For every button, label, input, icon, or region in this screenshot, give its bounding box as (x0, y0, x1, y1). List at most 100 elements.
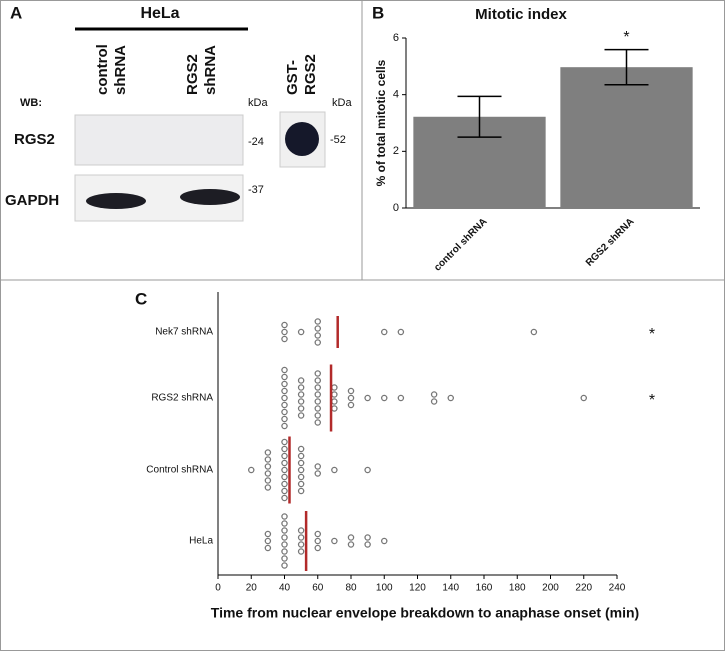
dot (530, 328, 538, 336)
dot (281, 445, 288, 453)
dot (281, 513, 288, 520)
row-label: RGS2 (14, 131, 55, 148)
dot (281, 415, 288, 423)
dot (347, 394, 355, 402)
dot (297, 466, 305, 474)
dot (364, 394, 371, 402)
lane-label: RGS2 (302, 54, 319, 95)
dot (331, 391, 338, 398)
dot (264, 456, 272, 463)
dot (264, 484, 272, 491)
x-tick-label: 220 (575, 583, 592, 594)
dot (397, 328, 405, 336)
dot (314, 391, 321, 398)
panel-label: C (135, 289, 147, 308)
bar (560, 67, 693, 208)
dot (297, 328, 305, 336)
dot (297, 377, 305, 384)
dot (314, 325, 321, 332)
dot (364, 541, 371, 548)
x-tick-label: 40 (279, 583, 291, 594)
dot (430, 398, 438, 405)
y-tick-label: 0 (393, 202, 399, 214)
dot (297, 527, 305, 534)
dot (380, 328, 388, 336)
y-axis-label: % of total mitotic cells (374, 59, 388, 186)
dot (281, 321, 288, 329)
annotation: * (623, 29, 629, 46)
band (180, 189, 240, 205)
dot (297, 541, 305, 548)
marker: -37 (248, 184, 264, 196)
dot (281, 534, 288, 541)
y-tick-label: 2 (393, 145, 399, 157)
blot (74, 114, 244, 166)
kda-label: kDa (332, 97, 352, 109)
dot (331, 398, 338, 405)
dot (297, 487, 305, 495)
dot (314, 405, 321, 412)
dot (297, 459, 305, 467)
dot (314, 318, 321, 325)
dot (281, 422, 288, 430)
x-tick-label: 140 (442, 583, 459, 594)
lane-label: RGS2 (184, 54, 201, 95)
dot (331, 537, 338, 545)
dot (281, 438, 288, 446)
dot (297, 412, 305, 419)
dot (281, 335, 288, 343)
dot (281, 459, 288, 467)
dot (281, 527, 288, 534)
wb-label: WB: (20, 97, 42, 109)
dot (297, 534, 305, 541)
dot (281, 548, 288, 555)
dot (281, 520, 288, 527)
x-tick-label: 80 (345, 583, 357, 594)
dot (247, 466, 255, 474)
dot (297, 548, 305, 555)
dot (314, 377, 321, 384)
dot (347, 534, 355, 541)
dot (281, 562, 288, 569)
dot (380, 537, 388, 545)
category-label: Control shRNA (146, 465, 213, 476)
dot (297, 405, 305, 412)
marker: -52 (330, 134, 346, 146)
dot (281, 541, 288, 548)
dot (314, 339, 321, 346)
dot (264, 463, 272, 470)
x-tick-label: 160 (476, 583, 493, 594)
lane-label: control (94, 44, 111, 95)
dot (314, 470, 321, 477)
dot (297, 391, 305, 398)
dot (314, 463, 321, 470)
dot (314, 370, 321, 377)
dot (281, 387, 288, 395)
lane-label: shRNA (202, 45, 219, 95)
error-bar (457, 95, 502, 138)
dot (264, 449, 272, 456)
dot (314, 384, 321, 391)
dot (281, 380, 288, 388)
dot (264, 544, 272, 552)
dot (314, 398, 321, 405)
dot (364, 466, 371, 474)
dot (281, 366, 288, 374)
dot (281, 494, 288, 502)
annotation: * (649, 326, 655, 343)
lane-label: shRNA (112, 45, 129, 95)
dot (447, 394, 454, 402)
dot (281, 473, 288, 481)
dot (380, 394, 388, 402)
y-tick-label: 6 (393, 32, 399, 44)
y-tick-label: 4 (393, 89, 399, 101)
category-label: Nek7 shRNA (155, 327, 213, 338)
error-bar (604, 48, 649, 86)
dot (264, 477, 272, 484)
panel-label: B (372, 3, 384, 22)
dot (264, 530, 272, 538)
dot (397, 394, 405, 402)
dot (297, 480, 305, 488)
x-tick-label: 60 (312, 583, 324, 594)
